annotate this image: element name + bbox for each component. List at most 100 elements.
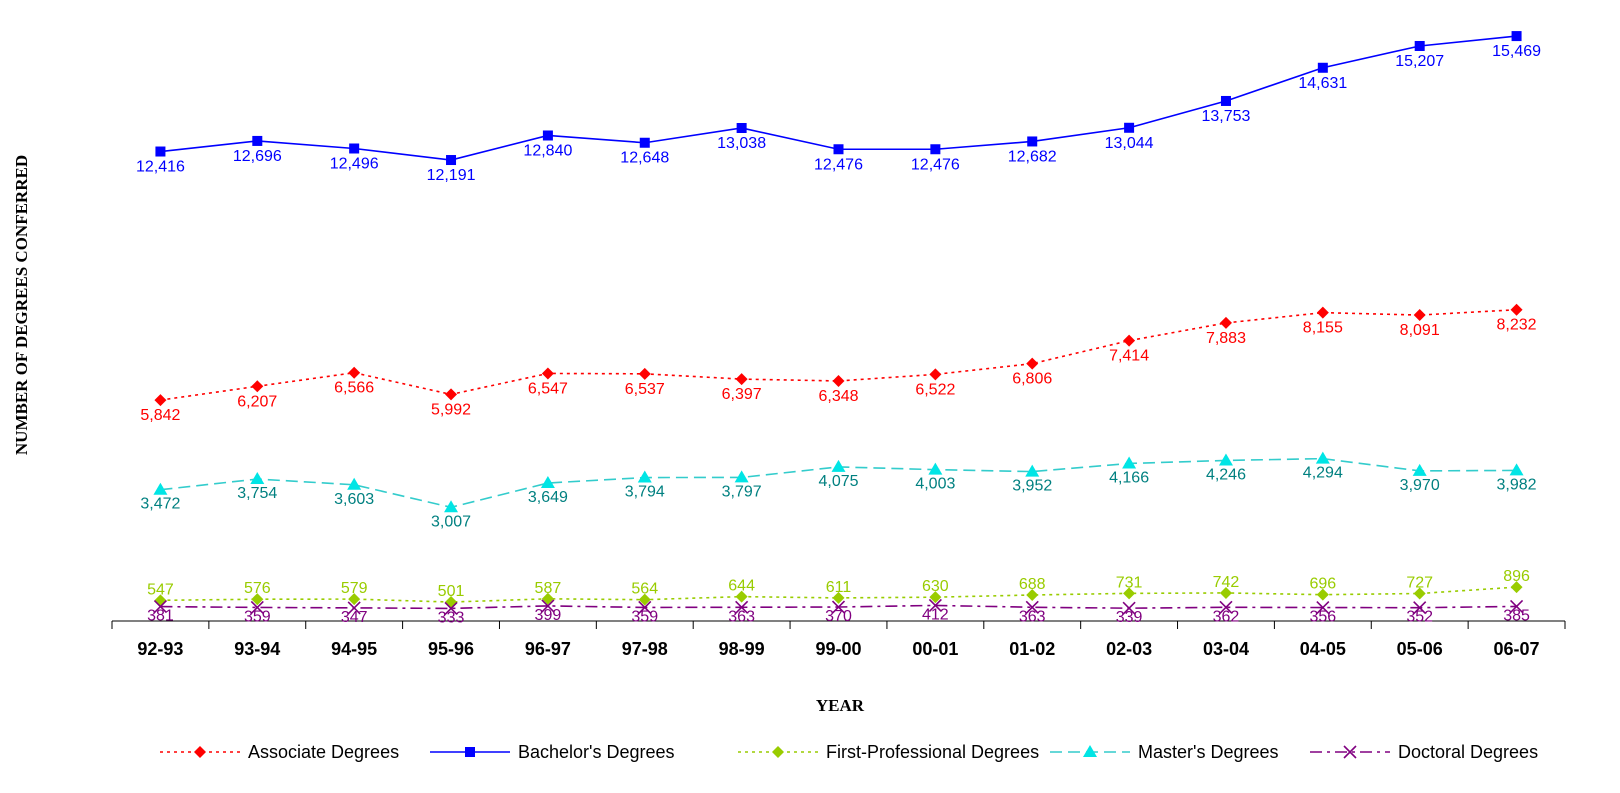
series-associate-degrees xyxy=(154,303,1523,407)
x-tick-label: 93-94 xyxy=(234,639,280,659)
data-point xyxy=(929,368,942,381)
data-point xyxy=(446,155,457,166)
data-point xyxy=(638,367,651,380)
data-label: 6,537 xyxy=(625,381,665,398)
data-point xyxy=(832,374,845,387)
data-point xyxy=(638,600,652,614)
data-point xyxy=(1219,316,1232,329)
data-label: 363 xyxy=(1019,608,1046,625)
data-point xyxy=(1316,306,1329,319)
x-tick-label: 97-98 xyxy=(622,639,668,659)
data-label: 363 xyxy=(728,608,755,625)
data-label: 12,476 xyxy=(814,156,863,173)
data-label: 696 xyxy=(1309,576,1336,593)
data-label: 12,682 xyxy=(1008,148,1057,165)
legend-marker xyxy=(772,746,784,758)
x-tick-label: 96-97 xyxy=(525,639,571,659)
data-point xyxy=(252,135,263,146)
data-label: 727 xyxy=(1406,575,1433,592)
legend-item: Master's Degrees xyxy=(1050,742,1278,762)
data-label: 6,522 xyxy=(915,381,955,398)
data-label: 3,952 xyxy=(1012,478,1052,495)
data-point xyxy=(445,388,458,401)
data-point xyxy=(1025,600,1039,614)
data-point xyxy=(250,472,265,485)
data-label: 630 xyxy=(922,578,949,595)
data-label: 12,416 xyxy=(136,159,185,176)
data-point xyxy=(347,477,362,490)
data-label: 15,207 xyxy=(1395,53,1444,70)
data-label: 5,842 xyxy=(140,407,180,424)
data-label: 564 xyxy=(631,581,658,598)
data-label: 611 xyxy=(826,579,852,596)
x-tick-label: 05-06 xyxy=(1397,639,1443,659)
data-label: 731 xyxy=(1116,574,1143,591)
data-point xyxy=(251,380,264,393)
legend-label: Doctoral Degrees xyxy=(1398,742,1538,762)
data-label: 4,246 xyxy=(1206,466,1246,483)
data-label: 13,753 xyxy=(1201,108,1250,125)
data-point xyxy=(1509,463,1524,476)
data-point xyxy=(153,482,168,495)
data-label: 12,191 xyxy=(427,167,476,184)
data-point xyxy=(1218,453,1233,466)
data-label: 3,982 xyxy=(1497,476,1537,493)
data-point xyxy=(735,590,748,603)
data-point xyxy=(542,130,553,141)
y-axis-title: NUMBER OF DEGREES CONFERRED xyxy=(12,155,31,455)
x-tick-label: 03-04 xyxy=(1203,639,1249,659)
data-point xyxy=(1510,581,1523,594)
data-point xyxy=(541,599,555,613)
data-point xyxy=(1315,451,1330,464)
data-point xyxy=(349,143,360,154)
data-label: 501 xyxy=(438,583,465,600)
x-tick-label: 99-00 xyxy=(815,639,861,659)
data-label: 359 xyxy=(244,608,271,625)
data-point xyxy=(1413,587,1426,600)
data-point xyxy=(347,601,361,615)
x-tick-label: 02-03 xyxy=(1106,639,1152,659)
legend-item: Doctoral Degrees xyxy=(1310,742,1538,762)
data-label: 579 xyxy=(341,580,368,597)
data-point xyxy=(1316,600,1330,615)
data-point xyxy=(734,470,749,483)
data-label: 3,603 xyxy=(334,491,374,508)
data-point xyxy=(250,600,264,614)
data-label: 12,840 xyxy=(523,142,572,159)
data-label: 3,797 xyxy=(722,483,762,500)
data-point xyxy=(639,137,650,148)
data-point xyxy=(638,593,651,606)
data-label: 6,566 xyxy=(334,380,374,397)
x-tick-label: 01-02 xyxy=(1009,639,1055,659)
data-label: 8,232 xyxy=(1497,317,1537,334)
data-label: 347 xyxy=(341,609,368,626)
data-label: 8,155 xyxy=(1303,320,1343,337)
data-point xyxy=(1317,62,1328,73)
data-point xyxy=(1412,463,1427,476)
data-point xyxy=(1027,136,1038,147)
data-label: 576 xyxy=(244,580,271,597)
data-label: 7,414 xyxy=(1109,348,1149,365)
data-point xyxy=(928,598,942,612)
data-point xyxy=(251,593,264,606)
series-first-professional-degrees xyxy=(154,581,1523,609)
series-line xyxy=(160,586,1517,603)
data-point xyxy=(1124,122,1135,133)
data-point xyxy=(833,144,844,155)
legend-label: Associate Degrees xyxy=(248,742,399,762)
data-point xyxy=(1413,601,1427,615)
series-line xyxy=(160,35,1517,161)
data-label: 339 xyxy=(1116,609,1143,626)
data-label: 4,003 xyxy=(915,476,955,493)
data-labels-group: 5,842 6,207 6,566 5,992 6,547 6,537 6,397 6,348… xyxy=(136,43,1541,626)
data-label: 13,044 xyxy=(1105,135,1154,152)
data-label: 12,496 xyxy=(330,155,379,172)
data-label: 6,207 xyxy=(237,393,277,410)
data-label: 3,754 xyxy=(237,485,277,502)
data-label: 15,469 xyxy=(1492,43,1541,60)
data-label: 12,696 xyxy=(233,148,282,165)
data-point xyxy=(735,600,749,614)
data-point xyxy=(1122,456,1137,469)
x-tick-label: 00-01 xyxy=(912,639,958,659)
